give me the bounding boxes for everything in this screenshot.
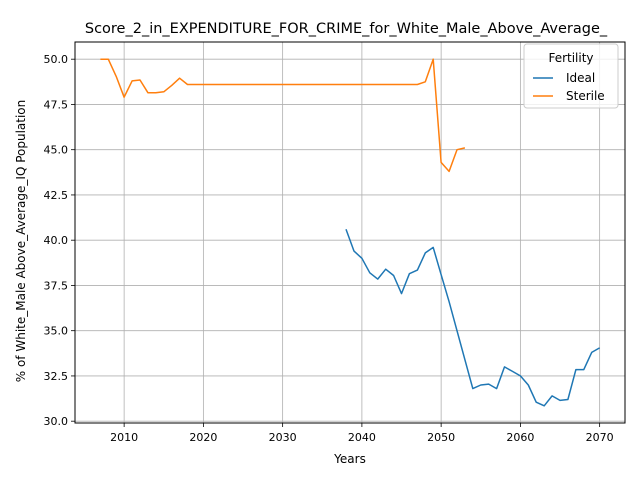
legend-title: Fertility [548,51,593,65]
plot-frame [74,41,626,424]
x-axis: 2010 2020 2030 2040 2050 2060 2070 [110,423,614,444]
y-axis: 30.0 32.5 35.0 37.5 40.0 42.5 45.0 47.5 50.0 [44,53,75,428]
y-tick-label: 30.0 [44,415,69,428]
y-axis-label: % of White_Male Above_Average_IQ Populat… [14,100,28,383]
chart-title: Score_2_in_EXPENDITURE_FOR_CRIME_for_Whi… [85,21,608,37]
y-tick-label: 42.5 [44,189,69,202]
y-tick-label: 40.0 [44,234,69,247]
x-tick-label: 2040 [348,431,376,444]
y-tick-label: 35.0 [44,325,69,338]
x-tick-label: 2050 [427,431,455,444]
y-tick-label: 45.0 [44,144,69,157]
y-tick-label: 47.5 [44,98,69,111]
y-tick-label: 50.0 [44,53,69,66]
legend-label-ideal: Ideal [566,71,595,85]
y-tick-label: 37.5 [44,279,69,292]
y-tick-label: 32.5 [44,370,69,383]
legend-box [523,43,619,109]
x-axis-label: Years [333,452,366,466]
x-tick-label: 2070 [586,431,614,444]
x-tick-label: 2060 [506,431,534,444]
legend-label-sterile: Sterile [566,89,605,103]
legend: Fertility Ideal Sterile [523,43,619,109]
legend-items: Ideal Sterile [533,71,605,103]
x-tick-label: 2010 [110,431,138,444]
series-layer [100,58,600,407]
x-tick-label: 2030 [269,431,297,444]
x-tick-label: 2020 [189,431,217,444]
